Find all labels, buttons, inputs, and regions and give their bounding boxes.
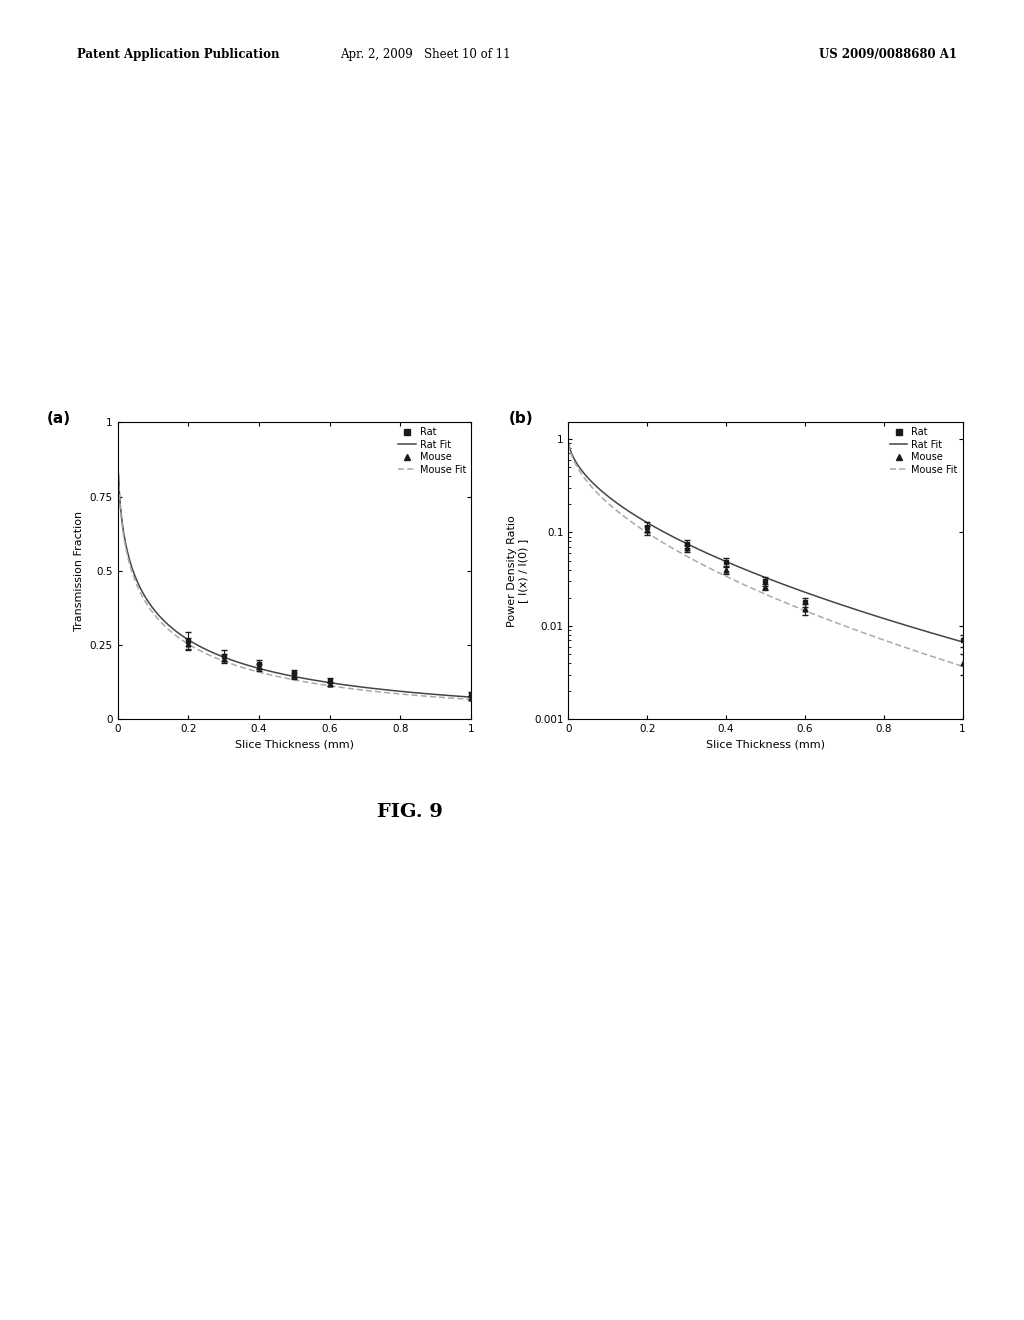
Text: (b): (b) xyxy=(509,411,534,425)
Text: US 2009/0088680 A1: US 2009/0088680 A1 xyxy=(819,48,957,61)
Y-axis label: Power Density Ratio
[ I(x) / I(0) ]: Power Density Ratio [ I(x) / I(0) ] xyxy=(507,515,528,627)
Text: FIG. 9: FIG. 9 xyxy=(377,803,442,821)
Text: (a): (a) xyxy=(47,411,72,425)
Text: Apr. 2, 2009   Sheet 10 of 11: Apr. 2, 2009 Sheet 10 of 11 xyxy=(340,48,510,61)
Y-axis label: Transmission Fraction: Transmission Fraction xyxy=(74,511,84,631)
Legend: Rat, Rat Fit, Mouse, Mouse Fit: Rat, Rat Fit, Mouse, Mouse Fit xyxy=(398,428,466,475)
X-axis label: Slice Thickness (mm): Slice Thickness (mm) xyxy=(706,739,825,750)
Legend: Rat, Rat Fit, Mouse, Mouse Fit: Rat, Rat Fit, Mouse, Mouse Fit xyxy=(890,428,957,475)
Text: Patent Application Publication: Patent Application Publication xyxy=(77,48,280,61)
X-axis label: Slice Thickness (mm): Slice Thickness (mm) xyxy=(234,739,354,750)
